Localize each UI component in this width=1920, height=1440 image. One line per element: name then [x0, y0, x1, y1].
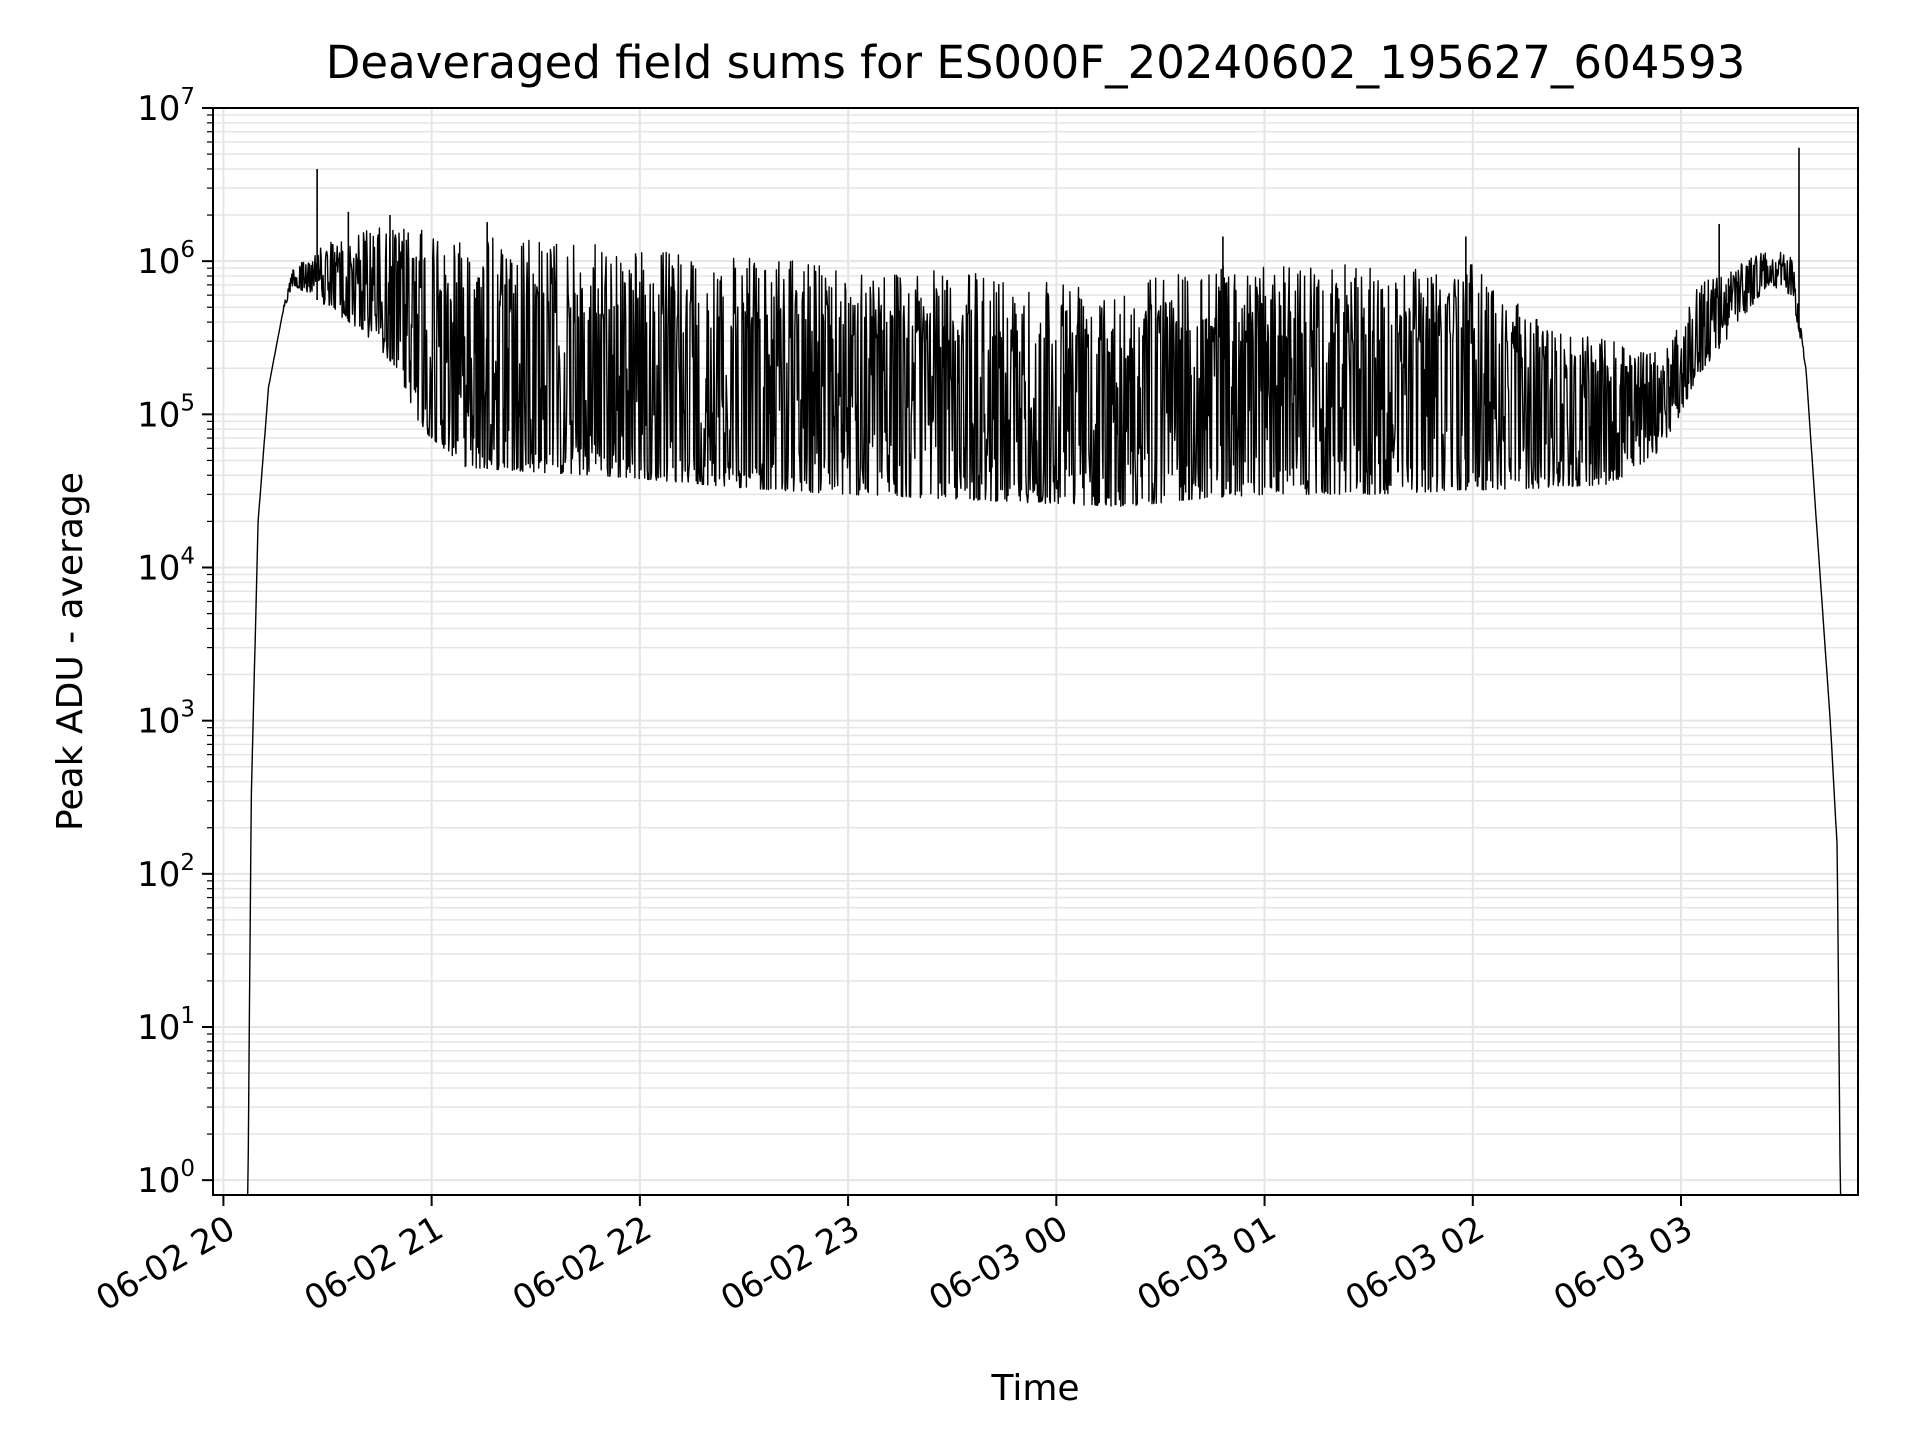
- y-tick-label: 101: [137, 1003, 195, 1048]
- x-tick-label: 06-03 00: [922, 1208, 1074, 1319]
- x-axis-label: Time: [990, 1368, 1079, 1409]
- x-tick-label: 06-02 22: [506, 1208, 658, 1319]
- plot-frame: [212, 107, 1859, 1196]
- y-tick-label: 106: [137, 237, 195, 282]
- x-tick-label: 06-02 21: [298, 1208, 450, 1319]
- x-tick-label: 06-03 01: [1131, 1208, 1283, 1319]
- y-tick-label: 100: [137, 1156, 195, 1201]
- x-tick-label: 06-03 02: [1339, 1208, 1491, 1319]
- x-tick-label: 06-03 03: [1547, 1208, 1699, 1319]
- y-tick-label: 102: [137, 850, 195, 895]
- line-layer: [247, 147, 1842, 1196]
- grid-layer: [213, 107, 1858, 1195]
- x-tick-label: 06-02 20: [90, 1208, 242, 1319]
- y-tick-label: 103: [137, 697, 195, 742]
- data-series-line: [247, 227, 1842, 1196]
- chart-title: Deaveraged field sums for ES000F_2024060…: [326, 36, 1745, 89]
- x-tick-label: 06-02 23: [714, 1208, 866, 1319]
- y-tick-label: 105: [137, 390, 195, 435]
- y-axis-label: Peak ADU - average: [50, 472, 91, 831]
- y-tick-label: 107: [137, 84, 195, 129]
- y-tick-label: 104: [137, 543, 195, 588]
